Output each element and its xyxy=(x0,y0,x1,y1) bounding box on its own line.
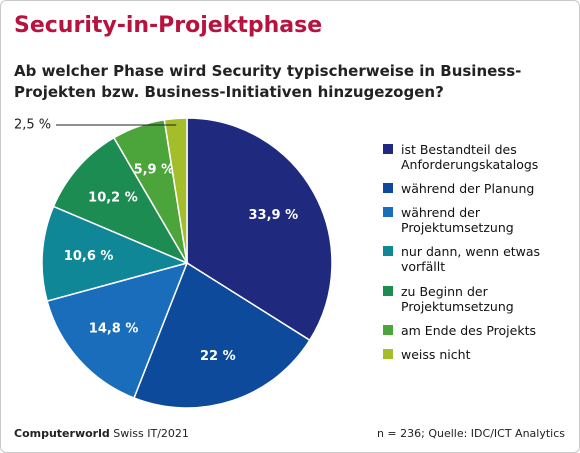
data-label: 33,9 % xyxy=(248,208,298,223)
data-label: 2,5 % xyxy=(14,118,51,133)
footer-note: n = 236; Quelle: IDC/ICT Analytics xyxy=(376,427,565,440)
legend-swatch xyxy=(383,286,393,296)
legend-swatch xyxy=(383,144,393,154)
legend-label: während der Planung xyxy=(401,181,535,196)
legend-label: zu Beginn der Projektumsetzung xyxy=(401,284,514,314)
data-label: 22 % xyxy=(200,349,236,364)
chart-subtitle: Ab welcher Phase wird Security typischer… xyxy=(14,62,522,101)
footer-source: Computerworld Swiss IT/2021 xyxy=(14,427,189,440)
pie-slice xyxy=(46,261,189,399)
legend-label: ist Bestandteil des Anforderungskatalogs xyxy=(401,142,539,172)
legend-swatch xyxy=(383,349,393,359)
legend-label: nur dann, wenn etwas vorfällt xyxy=(401,244,541,274)
footer-issue: Swiss IT/2021 xyxy=(113,427,189,440)
legend-swatch xyxy=(383,183,393,193)
legend-label: am Ende des Projekts xyxy=(401,323,536,338)
chart-title: Security-in-Projektphase xyxy=(14,13,323,38)
legend-label: weiss nicht xyxy=(401,347,471,362)
legend-swatch xyxy=(383,325,393,335)
footer-brand: Computerworld xyxy=(14,427,110,440)
data-label: 10,6 % xyxy=(64,249,114,264)
data-label: 5,9 % xyxy=(134,163,175,178)
legend-label: während der Projektumsetzung xyxy=(401,205,514,235)
pie-slice xyxy=(133,261,311,409)
legend-swatch xyxy=(383,246,393,256)
pie-slice xyxy=(41,205,190,302)
data-label: 14,8 % xyxy=(89,321,139,336)
legend-swatch xyxy=(383,207,393,217)
pie-slice xyxy=(186,117,333,342)
pie-slice xyxy=(52,136,189,265)
pie-slice xyxy=(163,117,188,264)
data-label: 10,2 % xyxy=(88,190,138,205)
